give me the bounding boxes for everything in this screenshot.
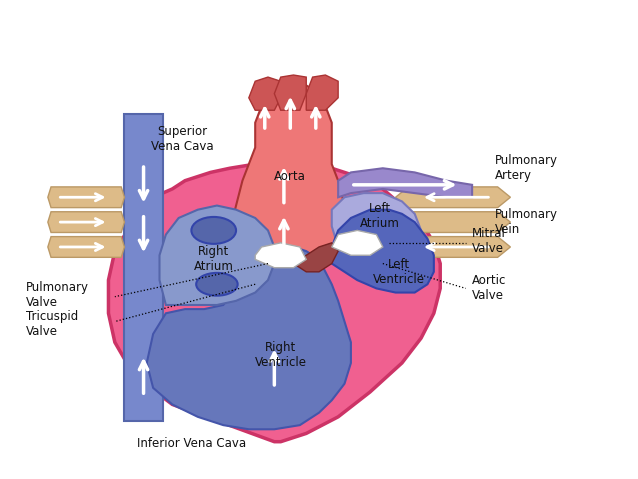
Polygon shape bbox=[332, 193, 421, 260]
Polygon shape bbox=[255, 243, 306, 268]
Polygon shape bbox=[160, 205, 274, 305]
Text: Left
Ventricle: Left Ventricle bbox=[373, 258, 425, 286]
Text: Superior
Vena Cava: Superior Vena Cava bbox=[151, 125, 213, 153]
Polygon shape bbox=[293, 243, 338, 272]
Text: Mitral
Valve: Mitral Valve bbox=[472, 227, 506, 255]
Polygon shape bbox=[249, 77, 281, 110]
Polygon shape bbox=[274, 75, 306, 110]
Polygon shape bbox=[306, 75, 338, 110]
Text: Aorta: Aorta bbox=[274, 170, 306, 183]
Text: Pulmonary
Vein: Pulmonary Vein bbox=[494, 208, 558, 236]
Text: Pulmonary
Valve: Pulmonary Valve bbox=[26, 281, 89, 308]
Text: Left
Atrium: Left Atrium bbox=[360, 202, 399, 230]
Polygon shape bbox=[338, 168, 472, 197]
Polygon shape bbox=[124, 114, 163, 421]
Polygon shape bbox=[396, 187, 510, 207]
Text: PARTS OF THE HEART AND THEIR FUNCTIONS: PARTS OF THE HEART AND THEIR FUNCTIONS bbox=[16, 27, 579, 47]
Polygon shape bbox=[48, 212, 124, 232]
Text: Right
Ventricle: Right Ventricle bbox=[255, 341, 307, 369]
Text: Right
Atrium: Right Atrium bbox=[194, 245, 234, 274]
Polygon shape bbox=[230, 81, 345, 255]
Ellipse shape bbox=[191, 217, 236, 244]
Ellipse shape bbox=[197, 273, 238, 296]
Polygon shape bbox=[396, 237, 510, 257]
Polygon shape bbox=[48, 237, 124, 257]
Polygon shape bbox=[332, 210, 434, 293]
Polygon shape bbox=[396, 212, 510, 232]
Text: Inferior Vena Cava: Inferior Vena Cava bbox=[137, 437, 246, 450]
Text: Aortic
Valve: Aortic Valve bbox=[472, 274, 507, 302]
Text: Tricuspid
Valve: Tricuspid Valve bbox=[26, 309, 78, 338]
Text: Pulmonary
Artery: Pulmonary Artery bbox=[494, 154, 558, 182]
Polygon shape bbox=[48, 187, 124, 207]
Polygon shape bbox=[108, 164, 440, 442]
Polygon shape bbox=[332, 230, 383, 255]
Polygon shape bbox=[147, 247, 351, 429]
